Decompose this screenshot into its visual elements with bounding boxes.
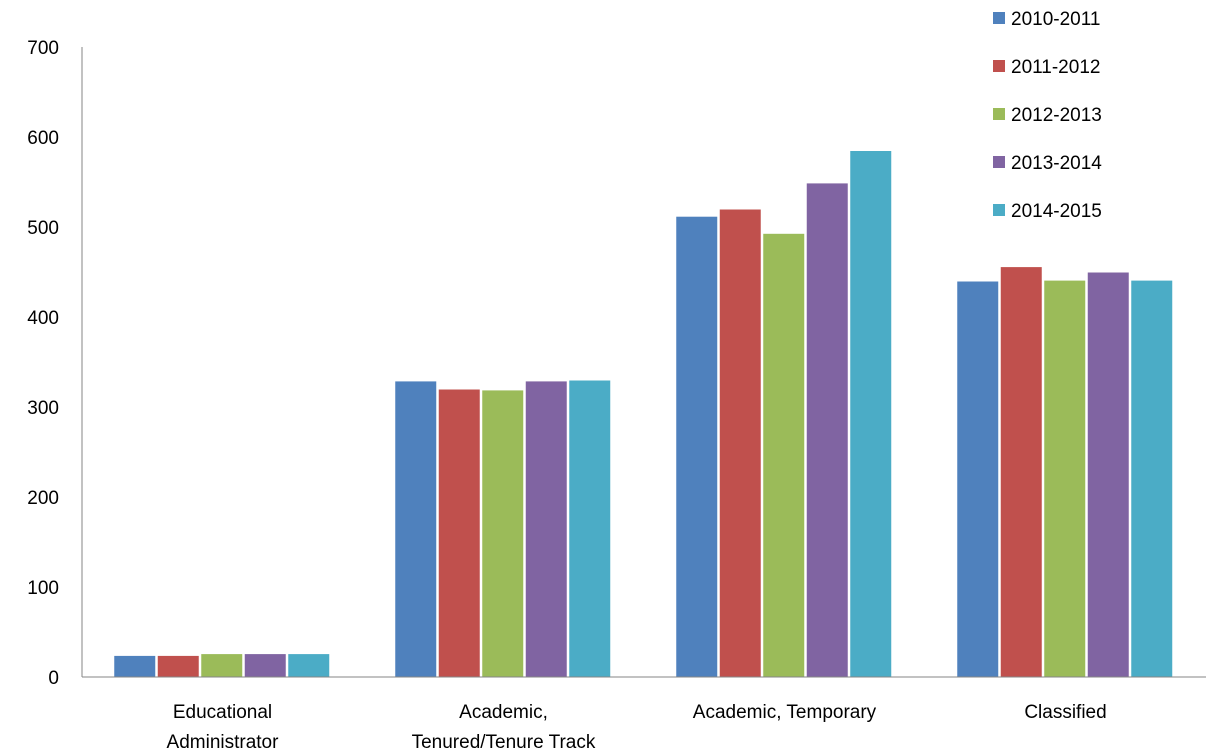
bar-2013-2014-2 [805, 182, 849, 678]
bar-2010-2011-1 [394, 380, 438, 678]
bar-2010-2011-3 [956, 280, 1000, 678]
y-tick-label: 0 [48, 668, 59, 689]
y-tick-label: 400 [27, 308, 59, 329]
legend-label: 2010-2011 [1011, 9, 1100, 30]
bar-2012-2013-2 [762, 232, 806, 678]
category-label: Academic, [459, 702, 548, 723]
legend-label: 2014-2015 [1011, 201, 1102, 222]
legend-swatch-2014-2015 [993, 204, 1005, 216]
bars [113, 150, 1174, 678]
bar-2010-2011-2 [675, 215, 719, 678]
category-label: Academic, Temporary [693, 702, 877, 723]
bar-2012-2013-3 [1043, 279, 1087, 678]
legend-swatch-2011-2012 [993, 60, 1005, 72]
y-tick-label: 700 [27, 38, 59, 59]
legend-label: 2013-2014 [1011, 153, 1102, 174]
bar-2010-2011-0 [113, 654, 157, 678]
category-label: Administrator [167, 732, 280, 753]
x-axis-labels: Educational Administrator Academic, Tenured… [167, 702, 1107, 753]
category-label: Classified [1024, 702, 1106, 723]
bar-2013-2014-3 [1086, 271, 1130, 678]
category-label: Educational [173, 702, 272, 723]
y-tick-label: 100 [27, 578, 59, 599]
bar-2012-2013-1 [481, 389, 525, 678]
legend-swatch-2010-2011 [993, 12, 1005, 24]
bar-2012-2013-0 [200, 653, 244, 678]
bar-2013-2014-0 [243, 653, 287, 678]
axes [81, 47, 1206, 678]
bar-2014-2015-0 [287, 653, 331, 678]
y-tick-label: 600 [27, 128, 59, 149]
legend-swatch-2012-2013 [993, 108, 1005, 120]
legend-label: 2011-2012 [1011, 57, 1100, 78]
y-tick-label: 200 [27, 488, 59, 509]
category-label: Tenured/Tenure Track [412, 732, 596, 753]
bar-2014-2015-2 [849, 150, 893, 678]
bar-2014-2015-3 [1130, 279, 1174, 678]
y-tick-label: 300 [27, 398, 59, 419]
bar-2013-2014-1 [524, 380, 568, 678]
legend: 2010-2011 2011-2012 2012-2013 2013-2014 2014… [993, 9, 1102, 222]
bar-2011-2012-3 [999, 266, 1043, 678]
legend-label: 2012-2013 [1011, 105, 1102, 126]
y-tick-label: 500 [27, 218, 59, 239]
bar-2014-2015-1 [568, 379, 612, 678]
y-axis-ticks: 0 100 200 300 400 500 600 700 [27, 38, 59, 689]
bar-2011-2012-2 [718, 208, 762, 678]
bar-2011-2012-0 [156, 654, 200, 678]
legend-swatch-2013-2014 [993, 156, 1005, 168]
bar-2011-2012-1 [437, 388, 481, 678]
